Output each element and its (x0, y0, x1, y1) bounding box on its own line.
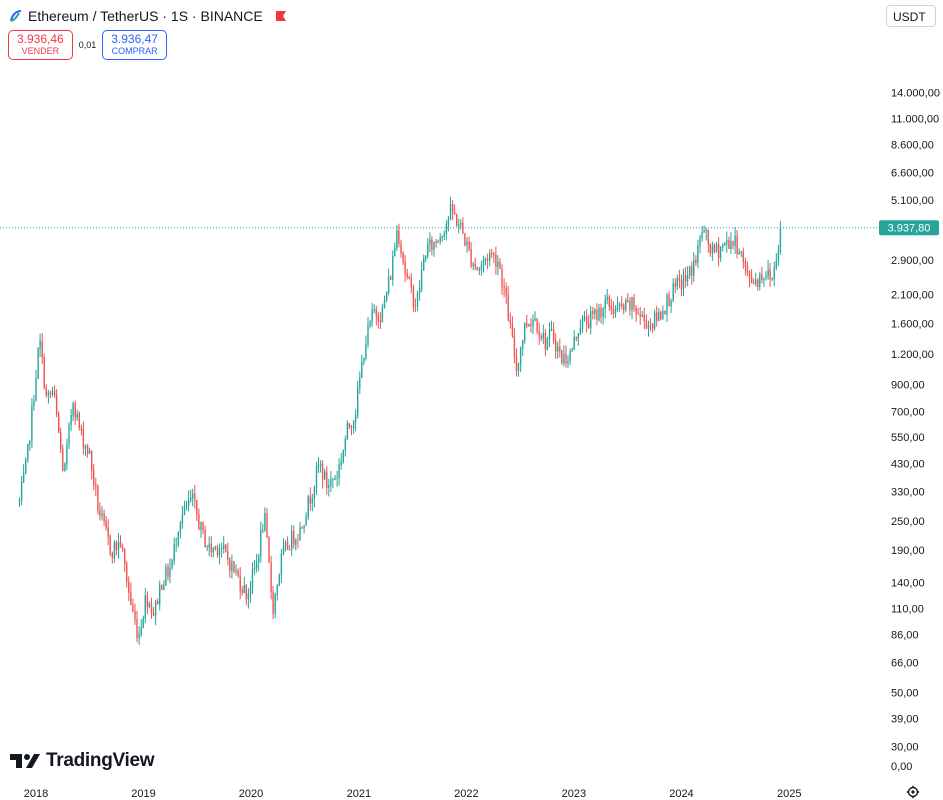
price-tick-label: 5.100,00 (891, 195, 934, 207)
candles-group (18, 196, 782, 645)
currency-selector[interactable]: USDT (886, 5, 936, 27)
time-tick-label: 2019 (131, 788, 155, 800)
price-tick-label: 1.600,00 (891, 319, 934, 331)
price-tick-label: 66,00 (891, 658, 919, 670)
price-tick-label: 900,00 (891, 380, 925, 392)
ethereum-icon (10, 10, 22, 22)
logo-text: TradingView (46, 750, 155, 771)
time-tick-label: 2023 (562, 788, 586, 800)
price-tick-label: 2.100,00 (891, 290, 934, 302)
symbol-title[interactable]: Ethereum / TetherUS · 1S · BINANCE (28, 8, 263, 24)
price-axis[interactable]: 14.000,00 11.000,00 8.600,00 6.600,00 5.100,… (891, 88, 940, 773)
tradingview-logo-icon (10, 754, 40, 768)
trade-buttons: 3.936,46 VENDER 0,01 3.936,47 COMPRAR (8, 30, 167, 60)
price-tick-label: 250,00 (891, 516, 925, 528)
buy-button[interactable]: 3.936,47 COMPRAR (102, 30, 167, 60)
buy-price: 3.936,47 (111, 32, 158, 46)
price-tick-label: 430,00 (891, 458, 925, 470)
time-tick-label: 2024 (669, 788, 693, 800)
price-tick-label: 8.600,00 (891, 140, 934, 152)
settings-gear-icon[interactable] (906, 785, 920, 799)
time-axis[interactable]: 2018 2019 2020 2021 2022 2023 2024 2025 (24, 788, 802, 800)
time-tick-label: 2025 (777, 788, 801, 800)
price-tick-label: 0,00 (891, 761, 912, 773)
price-tick-label: 1.200,00 (891, 349, 934, 361)
time-tick-label: 2020 (239, 788, 263, 800)
price-tick-label: 2.900,00 (891, 255, 934, 267)
time-tick-label: 2021 (347, 788, 371, 800)
price-tick-label: 86,00 (891, 630, 919, 642)
price-tick-label: 330,00 (891, 486, 925, 498)
flag-icon[interactable] (275, 10, 287, 22)
last-price-label: 3.937,80 (888, 223, 931, 235)
price-tick-label: 6.600,00 (891, 168, 934, 180)
price-tick-label: 30,00 (891, 742, 919, 754)
price-tick-label: 11.000,00 (891, 113, 939, 125)
price-tick-label: 140,00 (891, 578, 925, 590)
last-price-badge: 3.937,80 (879, 220, 939, 236)
tradingview-logo: TradingView (10, 750, 155, 772)
time-tick-label: 2022 (454, 788, 478, 800)
sell-label: VENDER (21, 46, 60, 56)
price-tick-label: 700,00 (891, 406, 925, 418)
price-tick-label: 39,00 (891, 714, 919, 726)
price-tick-label: 550,00 (891, 432, 925, 444)
time-tick-label: 2018 (24, 788, 48, 800)
sell-price: 3.936,46 (17, 32, 64, 46)
buy-label: COMPRAR (111, 46, 158, 56)
price-tick-label: 50,00 (891, 687, 919, 699)
price-tick-label: 14.000,00 (891, 88, 940, 100)
spread-value: 0,01 (78, 40, 97, 50)
sell-button[interactable]: 3.936,46 VENDER (8, 30, 73, 60)
price-tick-label: 190,00 (891, 545, 925, 557)
symbol-header[interactable]: Ethereum / TetherUS · 1S · BINANCE (8, 6, 287, 26)
price-tick-label: 110,00 (891, 603, 924, 615)
